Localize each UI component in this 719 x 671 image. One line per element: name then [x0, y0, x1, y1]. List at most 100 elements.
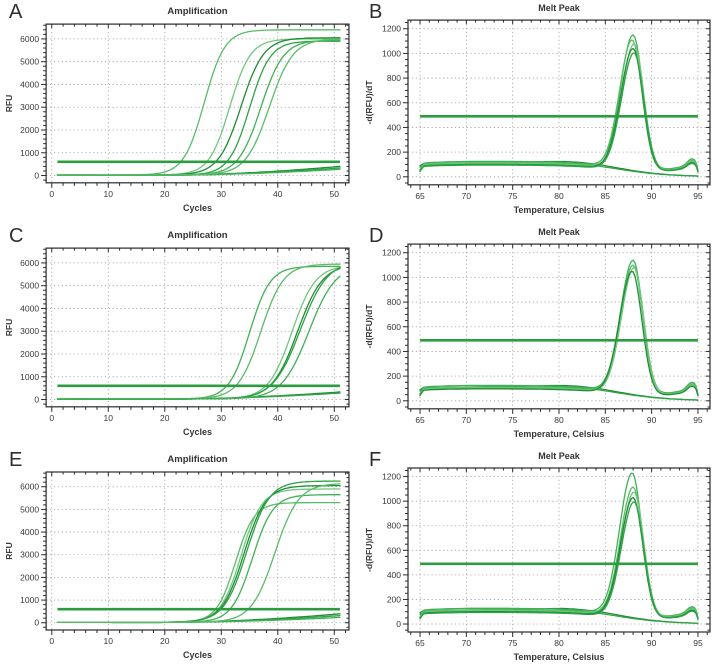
chart-canvas: 65 70 75 80 85 90 95 0 200 400 600 800 1000 1200 Tempe…: [364, 19, 711, 215]
panel-letter: D: [369, 225, 384, 247]
x-tick-label: 85: [601, 415, 611, 425]
x-tick-label: 20: [160, 189, 170, 199]
y-tick-label: 0: [34, 618, 39, 628]
x-tick-label: 50: [330, 413, 340, 423]
y-tick-label: 6000: [20, 482, 39, 492]
y-tick-label: 1000: [20, 595, 39, 605]
y-axis-label: -d(RFU)/dT: [364, 80, 374, 125]
x-tick-label: 95: [693, 638, 703, 648]
y-tick-label: 5000: [20, 504, 39, 514]
x-tick-label: 90: [647, 638, 657, 648]
y-tick-label: 6000: [20, 34, 39, 44]
x-tick-label: 0: [49, 413, 54, 423]
y-tick-label: 600: [387, 545, 401, 555]
y-tick-label: 4000: [20, 527, 39, 537]
x-axis-label: Temperature, Celsius: [514, 205, 605, 215]
y-tick-label: 400: [387, 570, 401, 580]
panel-letter: A: [9, 1, 23, 23]
y-tick-label: 1200: [382, 472, 401, 482]
chart-canvas: 0 10 20 30 40 50 0 1000 2000 3000 4000 5000 6000 Cycl…: [4, 471, 350, 660]
y-tick-label: 4000: [20, 303, 39, 313]
y-tick-label: 1000: [20, 148, 39, 158]
chart-canvas: 0 10 20 30 40 50 0 1000 2000 3000 4000 5000 6000 Cycl…: [4, 247, 350, 437]
x-tick-label: 90: [647, 415, 657, 425]
y-tick-label: 800: [387, 521, 401, 531]
y-tick-label: 3000: [20, 550, 39, 560]
x-tick-label: 30: [217, 413, 227, 423]
y-tick-label: 600: [387, 98, 401, 108]
x-tick-label: 80: [554, 415, 564, 425]
x-axis-label: Cycles: [183, 427, 212, 437]
y-axis-label: RFU: [4, 542, 14, 559]
panel-letter: F: [369, 449, 382, 471]
x-tick-label: 20: [160, 413, 170, 423]
x-tick-label: 50: [330, 189, 340, 199]
x-tick-label: 85: [601, 191, 611, 201]
panel-e: E Amplification 0 10 20 30 40 50 0 1000 2000 3000…: [0, 448, 360, 671]
y-tick-label: 800: [387, 297, 401, 307]
y-tick-label: 2000: [20, 572, 39, 582]
y-tick-label: 1200: [382, 248, 401, 258]
chart-title: Melt Peak: [538, 451, 580, 461]
panel-letter: C: [9, 225, 24, 247]
x-axis-label: Temperature, Celsius: [514, 652, 605, 662]
y-tick-label: 400: [387, 122, 401, 132]
y-tick-label: 0: [396, 396, 401, 406]
x-tick-label: 65: [415, 191, 425, 201]
x-tick-label: 70: [462, 415, 472, 425]
x-tick-label: 75: [508, 638, 518, 648]
chart-canvas: 0 10 20 30 40 50 0 1000 2000 3000 4000 5000 6000 Cycl…: [4, 23, 350, 213]
x-tick-label: 85: [601, 638, 611, 648]
x-tick-label: 30: [217, 636, 227, 646]
y-tick-label: 0: [396, 619, 401, 629]
y-tick-label: 6000: [20, 258, 39, 268]
x-tick-label: 70: [462, 191, 472, 201]
x-axis-label: Temperature, Celsius: [514, 429, 605, 439]
y-tick-label: 1000: [382, 48, 401, 58]
x-tick-label: 50: [330, 636, 340, 646]
panel-letter: B: [369, 1, 383, 23]
y-axis-label: -d(RFU)/dT: [364, 527, 374, 572]
y-tick-label: 1000: [20, 372, 39, 382]
y-tick-label: 2000: [20, 125, 39, 135]
y-tick-label: 3000: [20, 326, 39, 336]
y-tick-label: 0: [396, 172, 401, 182]
x-tick-label: 20: [160, 636, 170, 646]
y-tick-label: 200: [387, 147, 401, 157]
chart-title: Melt Peak: [538, 227, 580, 237]
y-axis-label: RFU: [4, 319, 14, 337]
y-tick-label: 5000: [20, 281, 39, 291]
x-tick-label: 75: [508, 191, 518, 201]
chart-canvas: 65 70 75 80 85 90 95 0 200 400 600 800 1000 1200 Tempe…: [364, 243, 711, 439]
y-tick-label: 5000: [20, 57, 39, 67]
x-tick-label: 0: [49, 636, 54, 646]
x-tick-label: 10: [104, 189, 114, 199]
chart-canvas: 65 70 75 80 85 90 95 0 200 400 600 800 1000 1200 Tempe…: [364, 467, 711, 662]
x-tick-label: 80: [554, 191, 564, 201]
panel-letter: E: [9, 449, 23, 471]
x-tick-label: 95: [693, 191, 703, 201]
y-tick-label: 4000: [20, 79, 39, 89]
chart-title: Melt Peak: [538, 3, 580, 13]
chart-title: Amplification: [167, 6, 228, 17]
y-tick-label: 200: [387, 594, 401, 604]
y-tick-label: 1000: [382, 496, 401, 506]
y-tick-label: 200: [387, 371, 401, 381]
y-tick-label: 2000: [20, 349, 39, 359]
y-tick-label: 400: [387, 346, 401, 356]
x-axis-label: Cycles: [183, 650, 212, 660]
panel-b: B Melt Peak 65 70 75 80 85 90 95 0 200 400 600 800 1…: [360, 0, 719, 224]
panel-a: A Amplification 0 10 20 30 40 50 0 1000 2000 3000…: [0, 0, 360, 224]
x-tick-label: 40: [273, 189, 283, 199]
panel-d: D Melt Peak 65 70 75 80 85 90 95 0 200 400 600 800 1…: [360, 224, 719, 448]
x-tick-label: 40: [273, 636, 283, 646]
y-axis-label: -d(RFU)/dT: [364, 304, 374, 349]
x-tick-label: 40: [273, 413, 283, 423]
panel-c: C Amplification 0 10 20 30 40 50 0 1000 2000 3000…: [0, 224, 360, 448]
y-tick-label: 1000: [382, 272, 401, 282]
x-tick-label: 65: [415, 638, 425, 648]
y-tick-label: 0: [34, 171, 39, 181]
y-tick-label: 0: [34, 395, 39, 405]
x-tick-label: 80: [554, 638, 564, 648]
